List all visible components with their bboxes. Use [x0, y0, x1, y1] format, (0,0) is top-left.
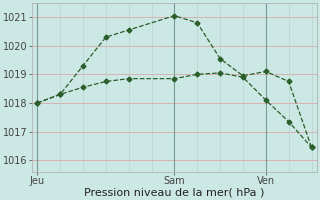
- X-axis label: Pression niveau de la mer( hPa ): Pression niveau de la mer( hPa ): [84, 187, 265, 197]
